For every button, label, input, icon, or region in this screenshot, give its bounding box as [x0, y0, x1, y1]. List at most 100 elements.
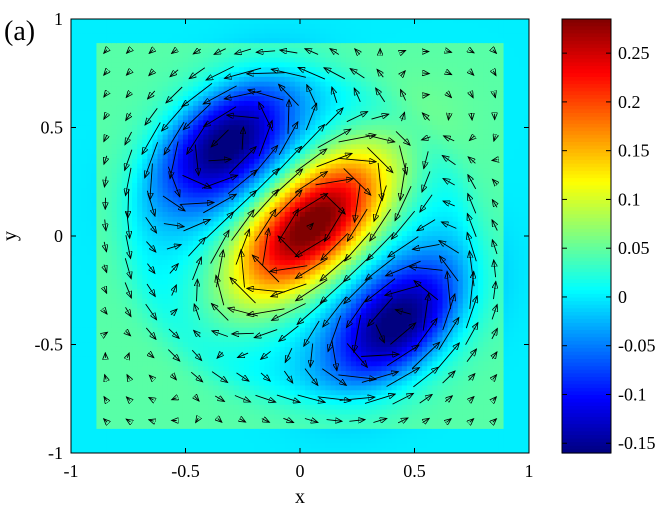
heatmap-cell — [76, 269, 82, 276]
heatmap-cell — [147, 149, 154, 155]
heatmap-cell — [208, 385, 215, 391]
heatmap-cell — [294, 72, 301, 78]
heatmap-cell — [152, 409, 159, 416]
heatmap-cell — [182, 134, 189, 141]
heatmap-cell — [203, 47, 209, 54]
heatmap-cell — [300, 385, 306, 391]
heatmap-cell — [81, 197, 87, 203]
heatmap-cell — [91, 168, 98, 174]
heatmap-cell — [116, 47, 123, 54]
heatmap-cell — [91, 366, 98, 372]
heatmap-cell — [325, 76, 332, 83]
heatmap-cell — [330, 313, 337, 319]
heatmap-cell — [264, 86, 271, 92]
heatmap-cell — [76, 226, 82, 232]
heatmap-cell — [279, 250, 286, 256]
heatmap-cell — [274, 255, 281, 261]
heatmap-cell — [310, 125, 316, 131]
heatmap-cell — [264, 366, 271, 372]
heatmap-cell — [274, 202, 281, 208]
heatmap-cell — [111, 317, 118, 324]
heatmap-cell — [137, 86, 143, 92]
heatmap-cell — [249, 76, 255, 83]
heatmap-cell — [157, 67, 164, 73]
heatmap-cell — [152, 57, 159, 63]
heatmap-cell — [345, 289, 352, 295]
heatmap-cell — [289, 409, 296, 416]
heatmap-cell — [330, 67, 337, 73]
heatmap-cell — [147, 356, 154, 362]
heatmap-cell — [223, 57, 230, 63]
heatmap-cell — [91, 327, 98, 334]
heatmap-cell — [198, 424, 204, 430]
heatmap-cell — [182, 72, 189, 78]
heatmap-cell — [71, 134, 77, 141]
heatmap-cell — [279, 255, 286, 261]
heatmap-cell — [81, 125, 87, 131]
heatmap-cell — [335, 43, 342, 49]
heatmap-cell — [203, 154, 209, 160]
heatmap-cell — [172, 236, 179, 242]
heatmap-cell — [294, 404, 301, 411]
heatmap-cell — [101, 371, 108, 377]
heatmap-cell — [96, 149, 103, 155]
heatmap-cell — [254, 245, 260, 252]
heatmap-cell — [101, 424, 108, 430]
heatmap-cell — [91, 279, 98, 285]
heatmap-cell — [264, 139, 271, 145]
heatmap-cell — [198, 303, 204, 309]
heatmap-cell — [335, 375, 342, 382]
heatmap-cell — [238, 303, 245, 309]
heatmap-cell — [259, 120, 265, 126]
heatmap-cell — [116, 72, 123, 78]
heatmap-cell — [269, 91, 276, 97]
heatmap-cell — [238, 192, 245, 199]
heatmap-cell — [310, 428, 316, 435]
heatmap-cell — [340, 96, 347, 102]
heatmap-cell — [111, 38, 118, 44]
heatmap-cell — [71, 144, 77, 150]
heatmap-cell — [238, 76, 245, 83]
heatmap-cell — [213, 240, 220, 247]
heatmap-cell — [101, 231, 108, 237]
heatmap-cell — [193, 139, 199, 145]
heatmap-cell — [340, 264, 347, 271]
heatmap-cell — [269, 279, 276, 285]
heatmap-cell — [96, 19, 103, 25]
heatmap-cell — [218, 274, 225, 280]
heatmap-cell — [340, 346, 347, 353]
heatmap-cell — [274, 120, 281, 126]
heatmap-cell — [310, 86, 316, 92]
heatmap-cell — [71, 255, 77, 261]
heatmap-cell — [289, 284, 296, 290]
heatmap-cell — [132, 81, 138, 88]
heatmap-cell — [300, 351, 306, 358]
heatmap-cell — [162, 409, 169, 416]
heatmap-cell — [198, 47, 204, 54]
heatmap-cell — [279, 260, 286, 266]
heatmap-cell — [310, 134, 316, 141]
heatmap-cell — [213, 221, 220, 227]
heatmap-cell — [177, 23, 184, 30]
heatmap-cell — [238, 424, 245, 430]
heatmap-cell — [330, 231, 337, 237]
heatmap-cell — [300, 274, 306, 280]
heatmap-cell — [249, 443, 255, 449]
heatmap-cell — [126, 192, 133, 199]
heatmap-cell — [142, 351, 148, 358]
heatmap-cell — [86, 322, 92, 329]
heatmap-cell — [106, 395, 113, 401]
heatmap-cell — [101, 346, 108, 353]
heatmap-cell — [106, 38, 113, 44]
heatmap-cell — [81, 448, 87, 453]
heatmap-cell — [279, 19, 286, 25]
heatmap-cell — [121, 236, 128, 242]
heatmap-cell — [259, 240, 265, 247]
heatmap-cell — [233, 419, 240, 425]
heatmap-cell — [172, 38, 179, 44]
heatmap-cell — [208, 23, 215, 30]
heatmap-cell — [81, 231, 87, 237]
heatmap-cell — [147, 346, 154, 353]
heatmap-cell — [208, 129, 215, 136]
heatmap-cell — [254, 182, 260, 189]
